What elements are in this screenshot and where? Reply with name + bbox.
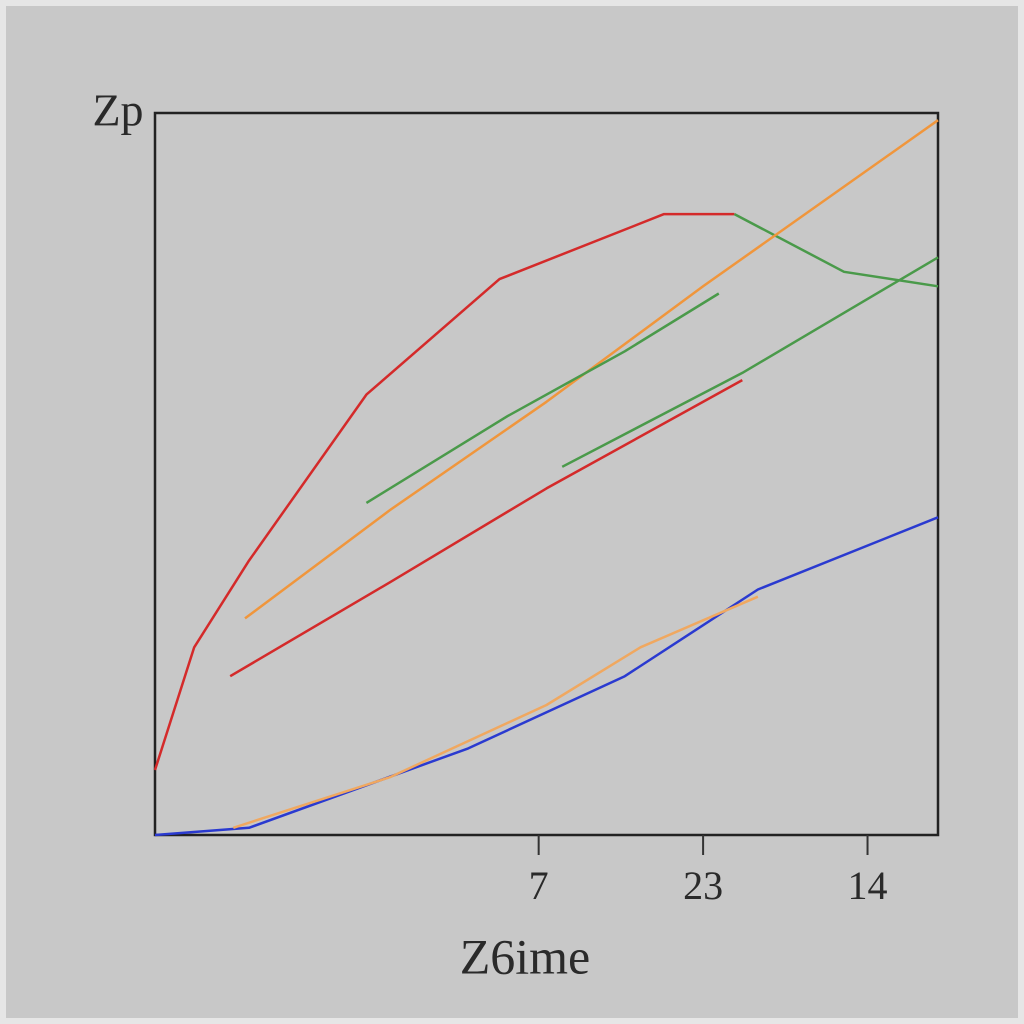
data-line xyxy=(561,256,939,468)
x-tick-label: 23 xyxy=(683,863,723,908)
x-axis-label: Z6ime xyxy=(460,928,591,984)
x-tick-label: 14 xyxy=(848,863,888,908)
data-line xyxy=(244,119,939,620)
data-line xyxy=(232,595,759,829)
data-line xyxy=(154,516,939,837)
plot-frame xyxy=(153,111,940,837)
data-line xyxy=(229,379,743,678)
data-line xyxy=(153,212,735,771)
data-line xyxy=(733,212,939,288)
x-tick-label: 7 xyxy=(529,863,549,908)
background xyxy=(6,6,1018,1018)
y-axis-label: Zp xyxy=(92,85,143,136)
data-line xyxy=(365,292,720,504)
